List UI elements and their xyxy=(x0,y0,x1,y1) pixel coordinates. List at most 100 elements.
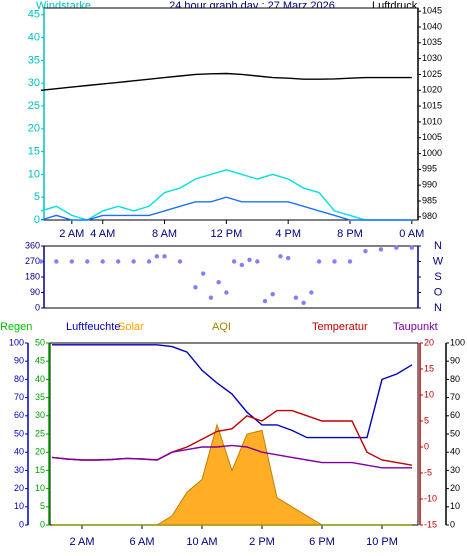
x-tick-label: 4 PM xyxy=(275,228,301,240)
y-tick-label: 30 xyxy=(450,465,460,475)
y-tick-label: 20 xyxy=(35,447,45,457)
direction-point xyxy=(347,259,353,264)
x-tick-label: 2 PM xyxy=(249,536,275,548)
y-tick-label: 35 xyxy=(35,392,45,402)
y-tick-label: -15 xyxy=(424,519,437,529)
y-tick-label: 10 xyxy=(424,389,434,399)
y-tick-label: 90 xyxy=(30,287,40,297)
direction-point xyxy=(285,255,291,261)
x-tick-label: 6 PM xyxy=(309,536,335,548)
y-tick-label: 990 xyxy=(422,180,437,190)
x-tick-label: 10 AM xyxy=(186,536,217,548)
direction-point xyxy=(394,245,399,250)
x-tick-label: 10 PM xyxy=(366,536,398,548)
direction-point xyxy=(278,254,283,259)
pressure-label: Luftdruck xyxy=(372,0,418,12)
x-tick-label: 8 AM xyxy=(152,228,177,240)
direction-point xyxy=(69,259,75,264)
direction-point xyxy=(131,259,136,264)
direction-point xyxy=(154,254,160,259)
y-tick-label: 90 xyxy=(450,356,460,366)
direction-point xyxy=(247,257,252,262)
y-tick-label: 1020 xyxy=(422,85,442,95)
y-tick-label: 35 xyxy=(28,54,40,66)
direction-point xyxy=(100,259,105,264)
direction-point xyxy=(38,259,44,264)
plot-frame xyxy=(43,245,419,309)
direction-point xyxy=(270,292,275,297)
y-tick-label: 0 xyxy=(35,302,40,312)
y-tick-label: 985 xyxy=(422,195,437,205)
series-line xyxy=(52,344,413,439)
series-line xyxy=(40,169,412,221)
y-tick-label: 50 xyxy=(450,428,460,438)
y-tick-label: 15 xyxy=(35,465,45,475)
y-tick-label: 60 xyxy=(450,410,460,420)
y-tick-label: 10 xyxy=(450,501,460,511)
y-tick-label: 0 xyxy=(450,519,455,529)
y-tick-label: 40 xyxy=(450,447,460,457)
y-tick-label: 0 xyxy=(34,214,40,226)
y-tick-label: -10 xyxy=(424,493,437,503)
y-tick-label: 15 xyxy=(28,146,40,158)
y-tick-label: 10 xyxy=(14,501,24,511)
series-line xyxy=(51,444,412,469)
legend-label: AQI xyxy=(212,321,231,333)
y-tick-label: 0 xyxy=(424,441,429,451)
direction-point xyxy=(177,259,183,264)
y-tick-label: 30 xyxy=(14,465,24,475)
direction-point xyxy=(193,285,198,290)
y-tick-label: 100 xyxy=(9,337,24,347)
x-tick-label: 2 AM xyxy=(59,228,84,240)
y-tick-label: 40 xyxy=(14,447,24,457)
y-tick-label: 70 xyxy=(450,392,460,402)
y-tick-label: 20 xyxy=(28,123,40,135)
x-tick-label: 12 PM xyxy=(210,228,242,240)
y-tick-label: 100 xyxy=(450,337,465,347)
direction-point xyxy=(146,259,152,264)
direction-point xyxy=(332,259,337,264)
direction-point xyxy=(316,259,322,264)
y-tick-label: 0 xyxy=(19,519,24,529)
y-tick-label: W xyxy=(433,255,444,267)
direction-point xyxy=(378,247,384,252)
y-tick-label: 40 xyxy=(35,374,45,384)
chart-title: 24 hour graph day : 27 Marz 2026 xyxy=(169,0,335,12)
y-tick-label: 80 xyxy=(14,374,24,384)
legend-label: Solar xyxy=(118,321,144,333)
direction-point xyxy=(363,248,368,254)
y-tick-label: 25 xyxy=(35,428,45,438)
y-tick-label: 1025 xyxy=(422,69,442,79)
y-tick-label: 70 xyxy=(14,392,24,402)
legend-label: Taupunkt xyxy=(393,321,438,333)
direction-point xyxy=(200,271,206,276)
y-tick-label: O xyxy=(434,286,443,298)
y-tick-label: 90 xyxy=(14,356,24,366)
y-tick-label: 20 xyxy=(424,337,434,347)
y-tick-label: 0 xyxy=(40,519,45,529)
legend-label: Temperatur xyxy=(312,321,368,333)
y-tick-label: 15 xyxy=(424,363,434,373)
y-tick-label: 30 xyxy=(28,77,40,89)
direction-point xyxy=(239,262,245,268)
direction-point xyxy=(255,259,260,264)
direction-point xyxy=(162,254,167,259)
y-tick-label: 20 xyxy=(14,483,24,493)
direction-point xyxy=(293,295,299,300)
x-tick-label: 8 PM xyxy=(337,228,363,240)
y-tick-label: 1040 xyxy=(422,21,442,31)
y-tick-label: 360 xyxy=(25,240,40,250)
y-tick-label: 270 xyxy=(25,256,40,266)
y-tick-label: 20 xyxy=(450,483,460,493)
x-tick-label: 4 AM xyxy=(90,228,115,240)
y-tick-label: 30 xyxy=(35,410,45,420)
y-tick-label: N xyxy=(434,302,442,314)
y-tick-label: 10 xyxy=(28,168,40,180)
y-tick-label: 45 xyxy=(28,9,40,21)
y-tick-label: 980 xyxy=(422,211,437,221)
y-tick-label: 180 xyxy=(25,271,40,281)
y-tick-label: 1000 xyxy=(422,148,442,158)
solar-area xyxy=(52,423,412,526)
legend-label: Luftfeuchte xyxy=(66,321,120,333)
